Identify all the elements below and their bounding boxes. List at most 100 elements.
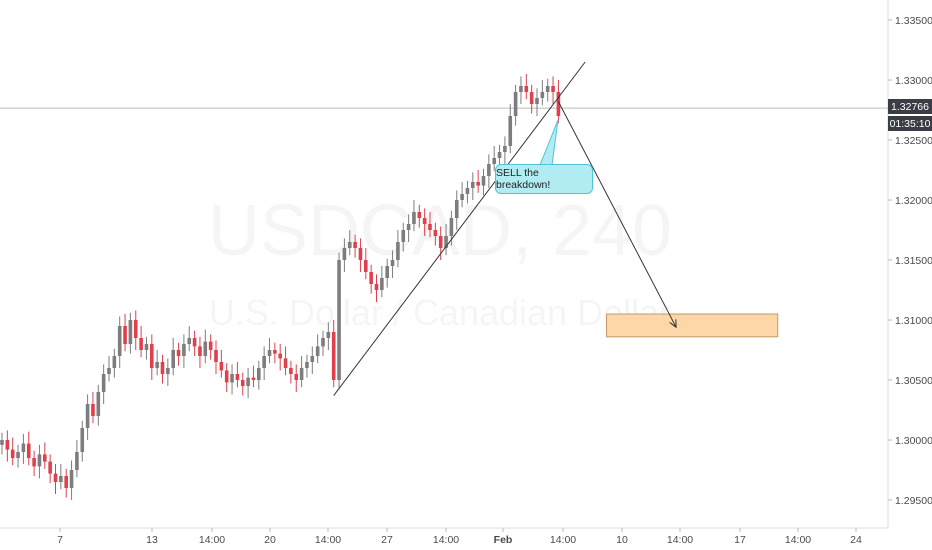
- candle-body: [176, 350, 181, 356]
- candle-body: [128, 320, 133, 344]
- candle-body: [59, 476, 63, 482]
- time-tick-label: 20: [264, 534, 276, 546]
- candle-body: [476, 182, 480, 186]
- candle-body: [529, 92, 534, 104]
- candle-body: [43, 454, 47, 462]
- candle-body: [257, 368, 261, 380]
- candle-body: [433, 230, 438, 236]
- candle-body: [283, 358, 288, 368]
- candle-body: [53, 473, 58, 482]
- candle-body: [251, 377, 256, 380]
- annotation-callout[interactable]: SELL the breakdown!: [495, 164, 593, 194]
- candle-body: [508, 116, 513, 146]
- price-tick-label: 1.32000: [895, 195, 932, 207]
- candle-body: [353, 242, 357, 248]
- candle-body: [230, 374, 234, 383]
- price-tick-label: 1.29500: [895, 495, 932, 507]
- candle-body: [69, 470, 74, 488]
- candle-body: [406, 224, 411, 230]
- candle-body: [396, 242, 400, 260]
- candle-body: [262, 356, 266, 368]
- drawings[interactable]: [333, 61, 677, 396]
- candle-body: [497, 152, 502, 158]
- candle-body: [524, 86, 529, 92]
- candle-body: [422, 218, 427, 224]
- candle-body: [48, 461, 52, 474]
- price-tick-label: 1.33500: [895, 15, 932, 27]
- candle-body: [0, 440, 4, 445]
- candle-body: [299, 368, 304, 380]
- candle-body: [203, 341, 208, 356]
- candle-body: [513, 92, 518, 116]
- candle-body: [294, 374, 299, 380]
- time-tick-label: 14:00: [433, 534, 459, 546]
- candle-body: [519, 86, 523, 92]
- candle-body: [305, 362, 309, 368]
- price-tick-label: 1.31500: [895, 255, 932, 267]
- candle-body: [246, 377, 250, 386]
- candle-body: [160, 362, 165, 374]
- candle-body: [133, 320, 138, 338]
- candle-body: [273, 350, 277, 354]
- time-tick-label: 14:00: [199, 534, 225, 546]
- candle-body: [166, 368, 170, 374]
- candle-body: [5, 440, 10, 450]
- candle-body: [337, 260, 341, 380]
- time-tick-label: 14:00: [550, 534, 576, 546]
- candle-body: [182, 344, 186, 356]
- candle-body: [331, 332, 336, 380]
- candle-body: [326, 332, 331, 338]
- candle-body: [540, 92, 545, 98]
- candle-body: [364, 260, 368, 272]
- target-zone[interactable]: [606, 313, 779, 338]
- time-tick-label: 14:00: [667, 534, 693, 546]
- candle-body: [380, 278, 384, 290]
- time-tick-label: 17: [734, 534, 746, 546]
- time-tick-label: 7: [57, 534, 63, 546]
- candle-body: [369, 272, 373, 284]
- callout-pointer: [539, 119, 559, 166]
- candle-body: [192, 338, 197, 347]
- countdown-tag: 01:35:10: [888, 116, 932, 131]
- candle-body: [444, 236, 448, 248]
- price-tick-label: 1.30500: [895, 375, 932, 387]
- time-tick-label: 10: [616, 534, 628, 546]
- candle-body: [187, 338, 192, 344]
- candle-body: [139, 338, 143, 350]
- candle-body: [347, 242, 352, 248]
- candle-body: [123, 326, 127, 344]
- candle-body: [390, 260, 395, 266]
- trendline: [333, 61, 586, 396]
- candle-body: [112, 356, 117, 368]
- price-axis-labels: 1.29500 1.30000 1.30500 1.31000 1.31500 1.320…: [888, 15, 932, 507]
- candle-body: [91, 404, 95, 416]
- candle-body: [10, 449, 15, 458]
- candle-body: [171, 350, 175, 368]
- candle-body: [219, 362, 224, 371]
- candle-body: [551, 86, 555, 92]
- candle-body: [374, 284, 379, 290]
- candle-body: [240, 380, 245, 386]
- candle-body: [101, 374, 106, 392]
- candle-body: [454, 200, 459, 218]
- time-tick-label: 24: [850, 534, 862, 546]
- candle-body: [198, 346, 202, 356]
- time-tick-label: Feb: [494, 534, 513, 546]
- candle-body: [26, 443, 31, 458]
- candle-body: [117, 326, 122, 356]
- time-tick-label: 13: [146, 534, 158, 546]
- candle-body: [417, 212, 422, 218]
- candle-body: [214, 350, 218, 362]
- candles: [0, 74, 561, 500]
- candle-body: [460, 194, 464, 200]
- candle-body: [503, 146, 507, 152]
- candle-body: [267, 350, 272, 356]
- candle-body: [155, 362, 159, 368]
- time-axis-labels: 7 13 14:00 20 14:00 27 14:00 Feb 14:00 10 14:00 17 1…: [57, 528, 862, 546]
- candle-body: [358, 248, 363, 260]
- price-tick-label: 1.33000: [895, 75, 932, 87]
- projection-arrow-line: [557, 101, 677, 328]
- candle-body: [412, 212, 416, 224]
- candle-body: [64, 476, 68, 488]
